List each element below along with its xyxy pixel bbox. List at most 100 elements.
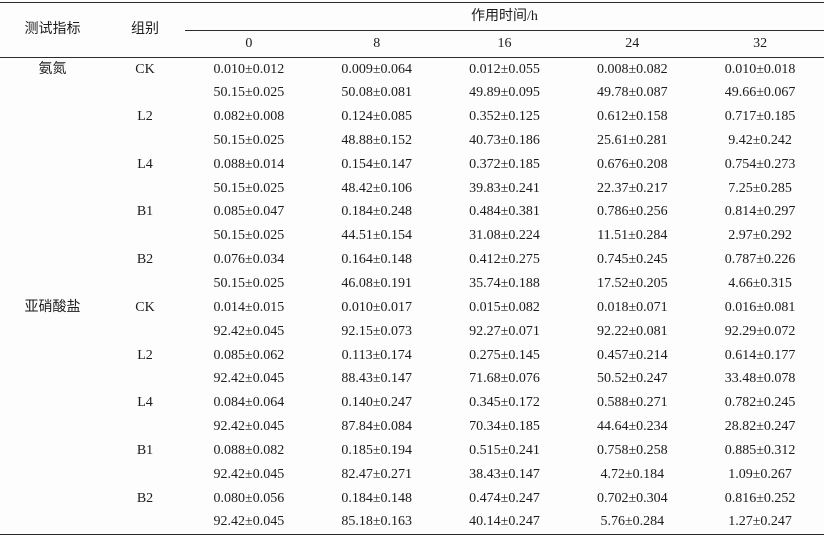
value-cell: 0.787±0.226 — [724, 252, 796, 268]
value-cell: 0.814±0.297 — [724, 204, 796, 220]
table-row: 92.42±0.045 82.47±0.271 38.43±0.147 4.72±0.… — [0, 463, 824, 487]
value-cell: 92.29±0.072 — [724, 323, 796, 339]
value-cell: 38.43±0.147 — [469, 466, 540, 482]
value-cell: 0.018±0.071 — [596, 299, 668, 315]
value-cell: 50.15±0.025 — [213, 228, 285, 244]
value-cell: 0.124±0.085 — [341, 109, 413, 125]
value-cell: 0.345±0.172 — [469, 395, 540, 411]
group-cell: B2 — [136, 252, 154, 268]
group-cell — [105, 177, 185, 201]
table-row: 50.15±0.025 44.51±0.154 31.08±0.224 11.51±0… — [0, 224, 824, 248]
value-cell: 25.61±0.281 — [596, 132, 668, 148]
group-cell: B1 — [136, 442, 154, 458]
value-cell: 0.082±0.008 — [213, 109, 285, 125]
value-cell: 35.74±0.188 — [469, 276, 540, 292]
group-cell — [105, 511, 185, 535]
value-cell: 0.474±0.247 — [469, 490, 540, 506]
value-cell: 0.084±0.064 — [213, 395, 285, 411]
table-row: L2 0.082±0.008 0.124±0.085 0.352±0.125 0.612… — [0, 105, 824, 129]
value-cell: 92.42±0.045 — [213, 323, 285, 339]
value-cell: 48.88±0.152 — [341, 132, 413, 148]
table-row: B1 0.085±0.047 0.184±0.248 0.484±0.381 0.786… — [0, 201, 824, 225]
time-header-0: 0 — [185, 30, 313, 58]
value-cell: 0.015±0.082 — [469, 299, 540, 315]
group-cell — [105, 367, 185, 391]
table-row: 氨氮 CK 0.010±0.012 0.009±0.064 0.012±0.055 0.0… — [0, 58, 824, 82]
value-cell: 44.51±0.154 — [341, 228, 413, 244]
group-cell: B2 — [136, 490, 154, 506]
value-cell: 0.758±0.258 — [596, 442, 668, 458]
value-cell: 50.15±0.025 — [213, 132, 285, 148]
value-cell: 88.43±0.147 — [341, 371, 413, 387]
table-row: L2 0.085±0.062 0.113±0.174 0.275±0.145 0.457… — [0, 344, 824, 368]
value-cell: 92.22±0.081 — [596, 323, 668, 339]
table-row: B1 0.088±0.082 0.185±0.194 0.515±0.241 0.758… — [0, 439, 824, 463]
indicator-cell — [0, 105, 105, 129]
value-cell: 0.484±0.381 — [469, 204, 540, 220]
group-cell — [105, 129, 185, 153]
group-cell — [105, 463, 185, 487]
value-cell: 0.140±0.247 — [341, 395, 413, 411]
time-header-16: 16 — [440, 30, 569, 58]
time-header-8: 8 — [312, 30, 441, 58]
table-body: 氨氮 CK 0.010±0.012 0.009±0.064 0.012±0.055 0.0… — [0, 58, 824, 535]
value-cell: 0.184±0.148 — [341, 490, 413, 506]
value-cell: 50.15±0.025 — [213, 85, 285, 101]
indicator-cell — [0, 201, 105, 225]
value-cell: 4.66±0.315 — [728, 276, 792, 292]
value-cell: 0.457±0.214 — [596, 347, 668, 363]
value-cell: 0.412±0.275 — [469, 252, 540, 268]
value-cell: 49.89±0.095 — [469, 85, 540, 101]
indicator-cell — [0, 224, 105, 248]
value-cell: 0.614±0.177 — [724, 347, 796, 363]
indicator-cell: 亚硝酸盐 — [24, 299, 81, 315]
value-cell: 0.014±0.015 — [213, 299, 285, 315]
value-cell: 40.14±0.247 — [469, 514, 540, 530]
time-header-32: 32 — [696, 30, 824, 58]
value-cell: 2.97±0.292 — [728, 228, 792, 244]
table-row: 50.15±0.025 48.42±0.106 39.83±0.241 22.37±0… — [0, 177, 824, 201]
value-cell: 1.27±0.247 — [728, 514, 792, 530]
value-cell: 0.164±0.148 — [341, 252, 413, 268]
value-cell: 28.82±0.247 — [724, 419, 796, 435]
table-row: 50.15±0.025 48.88±0.152 40.73±0.186 25.61±0… — [0, 129, 824, 153]
value-cell: 0.515±0.241 — [469, 442, 540, 458]
group-cell: B1 — [136, 204, 154, 220]
group-cell: L2 — [137, 347, 153, 363]
group-cell: L2 — [137, 109, 153, 125]
value-cell: 46.08±0.191 — [341, 276, 413, 292]
indicator-cell — [0, 391, 105, 415]
value-cell: 85.18±0.163 — [341, 514, 413, 530]
value-cell: 0.885±0.312 — [724, 442, 796, 458]
value-cell: 0.676±0.208 — [596, 156, 668, 172]
table-row: L4 0.084±0.064 0.140±0.247 0.345±0.172 0.588… — [0, 391, 824, 415]
value-cell: 49.78±0.087 — [596, 85, 668, 101]
value-cell: 17.52±0.205 — [596, 276, 668, 292]
value-cell: 33.48±0.078 — [724, 371, 796, 387]
group-cell: L4 — [137, 156, 153, 172]
indicator-cell — [0, 153, 105, 177]
value-cell: 0.184±0.248 — [341, 204, 413, 220]
value-cell: 0.008±0.082 — [596, 61, 668, 77]
value-cell: 92.42±0.045 — [213, 514, 285, 530]
indicator-cell — [0, 177, 105, 201]
indicator-cell — [0, 415, 105, 439]
table-row: 92.42±0.045 87.84±0.084 70.34±0.185 44.64±0… — [0, 415, 824, 439]
value-cell: 0.010±0.017 — [341, 299, 413, 315]
indicator-cell — [0, 248, 105, 272]
table-row: L4 0.088±0.014 0.154±0.147 0.372±0.185 0.676… — [0, 153, 824, 177]
value-cell: 0.088±0.014 — [213, 156, 285, 172]
value-cell: 0.816±0.252 — [724, 490, 796, 506]
indicator-cell — [0, 511, 105, 535]
group-cell — [105, 224, 185, 248]
table-row: B2 0.080±0.056 0.184±0.148 0.474±0.247 0.702… — [0, 487, 824, 511]
value-cell: 0.782±0.245 — [724, 395, 796, 411]
indicator-cell — [0, 129, 105, 153]
indicator-cell — [0, 367, 105, 391]
value-cell: 0.352±0.125 — [469, 109, 540, 125]
value-cell: 0.588±0.271 — [596, 395, 668, 411]
indicator-cell — [0, 344, 105, 368]
value-cell: 0.154±0.147 — [341, 156, 413, 172]
value-cell: 5.76±0.284 — [600, 514, 665, 530]
